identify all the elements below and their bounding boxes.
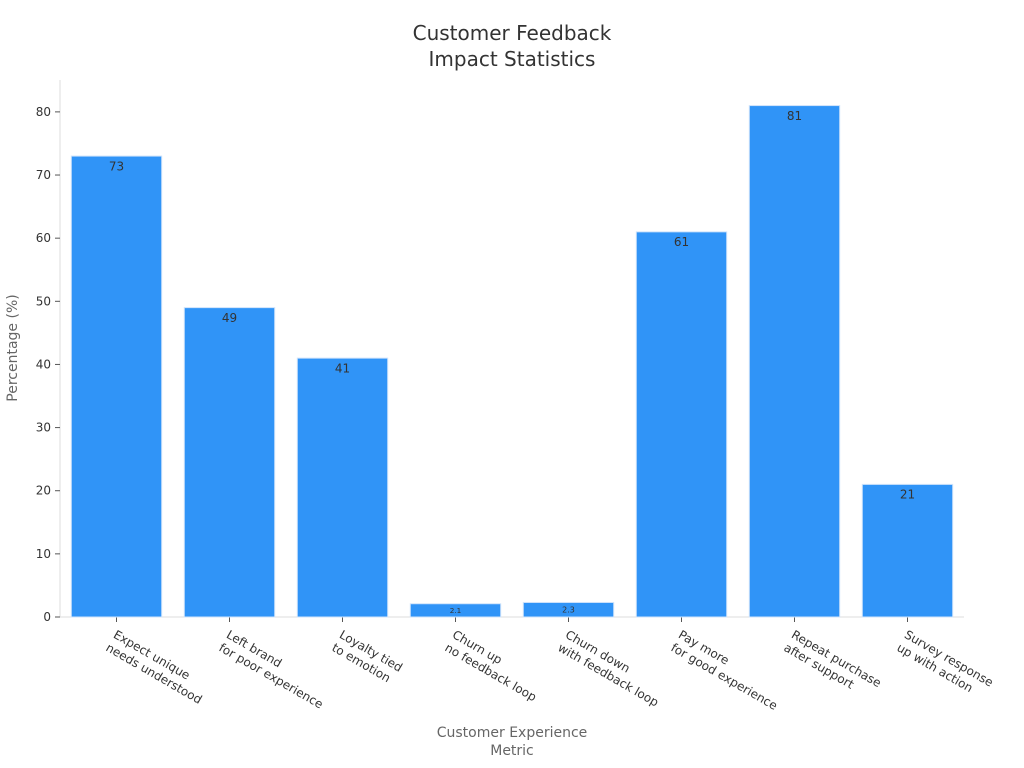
y-axis-title: Percentage (%): [5, 294, 21, 401]
x-tick-label: Survey responseup with action: [895, 627, 996, 702]
bar: [183, 307, 276, 618]
bar: [522, 601, 615, 618]
bar: [296, 357, 389, 618]
x-tick-label: Churn downwith feedback loop: [556, 627, 669, 709]
data-label: 41: [335, 361, 350, 375]
data-label: 49: [222, 311, 237, 325]
bar: [409, 603, 502, 618]
y-tick-label: 30: [36, 421, 51, 435]
y-tick-label: 70: [36, 168, 51, 182]
y-tick-label: 60: [36, 231, 51, 245]
x-tick-label: Left brandfor poor experience: [217, 627, 334, 711]
bar: [70, 155, 163, 618]
data-label: 81: [787, 109, 802, 123]
x-axis-title: Customer Experience Metric: [437, 725, 588, 759]
chart-title: Customer Feedback Impact Statistics: [413, 21, 612, 71]
x-tick-label: Pay morefor good experience: [669, 627, 788, 712]
data-label: 2.1: [450, 606, 462, 615]
data-label: 21: [900, 488, 915, 502]
x-tick-label: Churn upno feedback loop: [443, 627, 547, 704]
bar: [635, 231, 728, 618]
x-tick-label: Expect uniqueneeds understood: [104, 627, 212, 706]
y-tick-label: 20: [36, 484, 51, 498]
bar: [748, 105, 841, 618]
x-tick-label: Loyalty tiedto emotion: [330, 627, 405, 687]
y-tick-label: 10: [36, 547, 51, 561]
y-tick-label: 0: [43, 610, 51, 624]
data-label: 73: [109, 159, 124, 173]
bar: [861, 483, 954, 618]
y-tick-label: 40: [36, 357, 51, 371]
y-tick-label: 50: [36, 294, 51, 308]
y-tick-label: 80: [36, 105, 51, 119]
data-label: 61: [674, 235, 689, 249]
x-tick-label: Repeat purchaseafter support: [782, 627, 884, 703]
data-label: 2.3: [562, 606, 575, 615]
